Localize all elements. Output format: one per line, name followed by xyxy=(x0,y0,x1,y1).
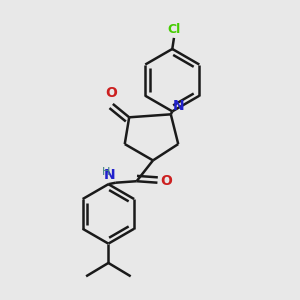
Text: Cl: Cl xyxy=(167,22,180,36)
Text: H: H xyxy=(102,167,110,177)
Text: O: O xyxy=(105,86,117,100)
Text: N: N xyxy=(172,99,184,113)
Text: N: N xyxy=(103,168,115,182)
Text: O: O xyxy=(160,174,172,188)
